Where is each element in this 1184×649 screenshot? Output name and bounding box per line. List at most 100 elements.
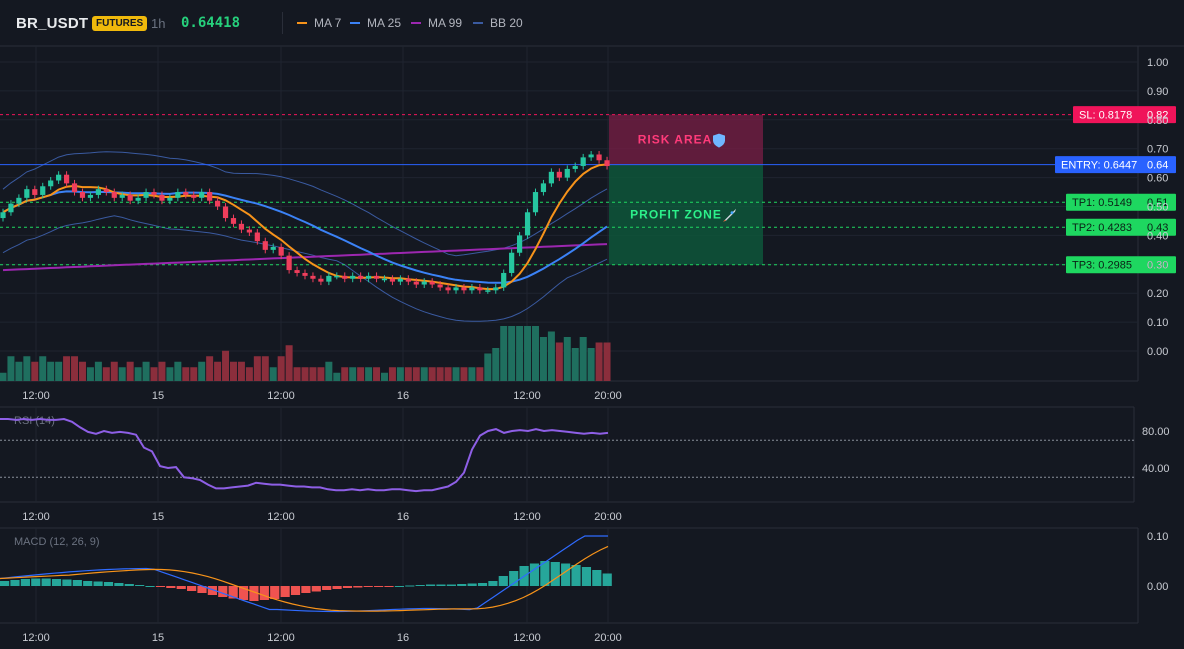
- tp2-tag[interactable]: TP2: 0.4283 0.43: [1066, 218, 1176, 236]
- volume-bar: [301, 367, 309, 381]
- candle-body: [445, 287, 451, 291]
- legend-bb20[interactable]: BB 20: [473, 16, 523, 30]
- volume-bar: [603, 342, 611, 381]
- risk-area-label: RISK AREA: [638, 133, 713, 147]
- candle-body: [461, 287, 467, 291]
- candle-body: [358, 275, 364, 279]
- macd-hist-bar: [228, 586, 238, 599]
- macd-hist-bar: [166, 586, 176, 588]
- legend-ma99-label: MA 99: [428, 16, 463, 30]
- candle-body: [286, 255, 292, 271]
- macd-hist-bar: [124, 584, 134, 586]
- symbol-name[interactable]: BR_USDT: [16, 15, 89, 32]
- candle-body: [453, 287, 459, 291]
- candle-body: [389, 278, 396, 282]
- candle-body: [8, 203, 14, 213]
- candle-body: [207, 192, 213, 201]
- volume-bar: [587, 348, 595, 381]
- candle-body: [159, 194, 165, 201]
- tp3-tag[interactable]: TP3: 0.2985 0.30: [1066, 256, 1176, 274]
- candle-body: [16, 197, 22, 204]
- volume-bar: [47, 361, 55, 381]
- profit-zone[interactable]: PROFIT ZONE: [609, 164, 763, 265]
- rsi-tick-label: 40.00: [1142, 463, 1170, 475]
- candle-body: [397, 278, 403, 282]
- macd-hist-bar: [270, 586, 280, 599]
- volume-bar: [118, 367, 126, 381]
- sl-tag[interactable]: SL: 0.8178 0.82: [1073, 106, 1176, 124]
- ma7-line: [2, 163, 608, 291]
- bb-upper-path: [2, 151, 608, 257]
- candle-body: [429, 281, 435, 285]
- candle-body: [373, 275, 380, 279]
- macd-hist-bar: [540, 561, 550, 586]
- candle-body: [135, 197, 141, 201]
- macd-pane[interactable]: 0.10 0.00: [0, 531, 1168, 613]
- tp1-tag[interactable]: TP1: 0.5149 0.51: [1066, 193, 1176, 211]
- volume-bar: [126, 361, 134, 381]
- candle-body: [71, 183, 78, 193]
- macd-hist-bar: [436, 584, 446, 586]
- volume-bar: [174, 361, 182, 381]
- volume-bar: [365, 367, 373, 381]
- macd-hist-bar: [249, 586, 259, 601]
- time-tick-label: 12:00: [22, 511, 50, 523]
- price-tick-label: 1.00: [1147, 57, 1168, 69]
- candle-body: [191, 194, 197, 198]
- volume-bar: [476, 367, 484, 381]
- candle-body: [437, 284, 443, 288]
- legend-ma99[interactable]: MA 99: [411, 16, 462, 30]
- time-tick-label: 12:00: [267, 632, 295, 644]
- price-axis[interactable]: 1.00 0.90 0.80 0.70 0.60 0.50 0.40 0.30 0.20 0.10…: [1147, 57, 1168, 358]
- volume-bar: [388, 367, 396, 381]
- volume-bar: [71, 356, 79, 381]
- volume-bar: [206, 356, 214, 381]
- candle-body: [350, 275, 356, 279]
- volume-bar: [134, 367, 142, 381]
- macd-hist-bar: [467, 583, 477, 586]
- candle-body: [532, 192, 539, 213]
- macd-hist-bar: [83, 581, 93, 586]
- volume-bar: [555, 342, 563, 381]
- legend-ma7-label: MA 7: [314, 16, 342, 30]
- candlesticks: [0, 151, 610, 294]
- macd-tick-label: 0.10: [1147, 531, 1168, 543]
- price-tick-label: 0.90: [1147, 86, 1168, 98]
- entry-tag[interactable]: ENTRY: 0.6447 0.64: [1055, 156, 1176, 174]
- volume-bar: [563, 337, 571, 381]
- macd-tick-label: 0.00: [1147, 581, 1168, 593]
- candle-body: [413, 281, 419, 285]
- tp1-tag-label: TP1: 0.5149: [1072, 197, 1132, 209]
- volume-bar: [166, 367, 174, 381]
- volume-bar: [579, 337, 587, 381]
- candle-body: [596, 154, 602, 161]
- volume-bar: [78, 361, 86, 381]
- macd-hist-bar: [425, 584, 436, 586]
- candle-body: [493, 287, 499, 291]
- time-axis-main: 12:00 15 12:00 16 12:00 20:00: [22, 390, 622, 402]
- rsi-pane[interactable]: 80.00 40.00: [0, 417, 1170, 493]
- macd-hist-bar: [602, 573, 612, 586]
- candle-body: [405, 278, 411, 282]
- profit-zone-label: PROFIT ZONE: [630, 208, 722, 222]
- candle-body: [56, 174, 62, 181]
- interval-selector[interactable]: 1h: [151, 16, 166, 31]
- candle-body: [501, 272, 507, 288]
- legend-ma7[interactable]: MA 7: [297, 16, 341, 30]
- volume-bar: [86, 367, 94, 381]
- legend-ma25[interactable]: MA 25: [350, 16, 401, 30]
- volume-bar: [460, 367, 468, 381]
- macd-hist-bar: [280, 586, 290, 597]
- macd-hist-bar: [322, 586, 332, 590]
- price-tick-label: 0.70: [1147, 144, 1168, 156]
- candle-body: [381, 278, 388, 281]
- volume-bar: [349, 367, 357, 381]
- volume-bar: [436, 367, 444, 381]
- volume-bar: [325, 361, 333, 381]
- macd-hist-bar: [0, 581, 10, 586]
- macd-hist-bar: [332, 586, 342, 589]
- candle-body: [95, 189, 101, 195]
- risk-area-zone[interactable]: RISK AREA: [609, 114, 763, 165]
- macd-hist-bar: [290, 586, 301, 595]
